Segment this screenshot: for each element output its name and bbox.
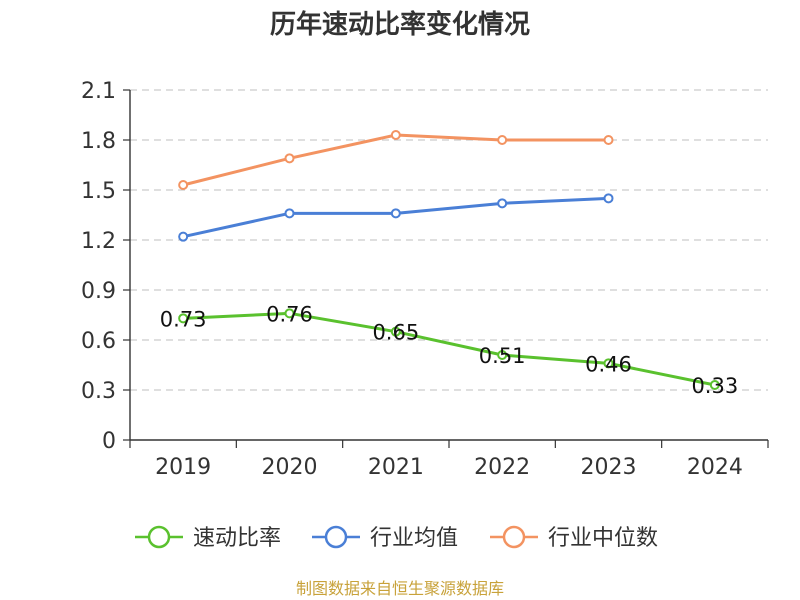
y-tick-label-2: 0.6: [81, 329, 116, 354]
series-0-point-2020: [284, 308, 295, 319]
chart-title: 历年速动比率变化情况: [270, 9, 530, 40]
series-1-point-2023: [603, 193, 614, 204]
legend-label-2: 行业中位数: [548, 526, 658, 551]
y-tick-label-6: 1.8: [81, 129, 116, 154]
legend-marker-1: [324, 525, 348, 549]
series-2-point-2022: [497, 135, 508, 145]
data-label-2023: 0.46: [585, 352, 632, 376]
series-0-point-2019: [178, 313, 189, 324]
x-tick-label-2021: 2021: [368, 455, 424, 480]
series-1-point-2019: [178, 231, 189, 242]
series-0-point-2024: [709, 380, 720, 390]
data-label-2022: 0.51: [479, 344, 526, 368]
series-layer: [178, 130, 720, 390]
series-1-point-2020: [284, 208, 295, 219]
x-tick-label-2024: 2024: [687, 455, 743, 480]
axes: 0 0.3 0.6 0.9 1.2 1.5 1.8 2.1 2019 2020 2021 2022 20…: [81, 79, 769, 480]
y-tick-label-5: 1.5: [81, 179, 116, 204]
data-label-2021: 0.65: [372, 321, 419, 345]
series-1-point-2021: [390, 208, 401, 219]
legend-marker-2: [502, 525, 526, 549]
data-label-2020: 0.76: [266, 302, 313, 326]
data-label-2024: 0.33: [691, 374, 738, 398]
series-2-point-2021: [390, 130, 401, 140]
legend-marker-0: [147, 525, 171, 549]
series-2-point-2023: [603, 135, 614, 145]
y-tick-label-3: 0.9: [81, 279, 116, 304]
series-0-point-2022: [497, 350, 508, 360]
x-tick-label-2022: 2022: [474, 455, 530, 480]
legend-label-0: 速动比率: [193, 526, 281, 551]
x-tick-label-2020: 2020: [262, 455, 318, 480]
series-0-point-2021: [390, 326, 401, 337]
y-tick-label-1: 0.3: [81, 379, 116, 404]
series-line-0: [183, 311, 716, 387]
grid-lines: [130, 89, 768, 391]
x-tick-label-2023: 2023: [581, 455, 637, 480]
legend-label-1: 行业均值: [370, 526, 458, 551]
x-tick-label-2019: 2019: [155, 455, 211, 480]
y-tick-label-4: 1.2: [81, 229, 116, 254]
y-tick-label-0: 0: [102, 429, 116, 454]
data-label-2019: 0.73: [160, 307, 207, 331]
legend: 速动比率 行业均值 行业中位数: [135, 525, 658, 551]
series-2-point-2019: [178, 180, 189, 190]
series-line-2: [182, 133, 609, 187]
series-0-point-2023: [603, 358, 614, 369]
data-labels: 0.73 0.76 0.65 0.51 0.46 0.33: [160, 302, 738, 398]
series-2-point-2020: [284, 153, 295, 164]
source-note: 制图数据来自恒生聚源数据库: [296, 579, 504, 598]
series-1-point-2022: [497, 198, 508, 209]
y-tick-label-7: 2.1: [81, 79, 116, 104]
